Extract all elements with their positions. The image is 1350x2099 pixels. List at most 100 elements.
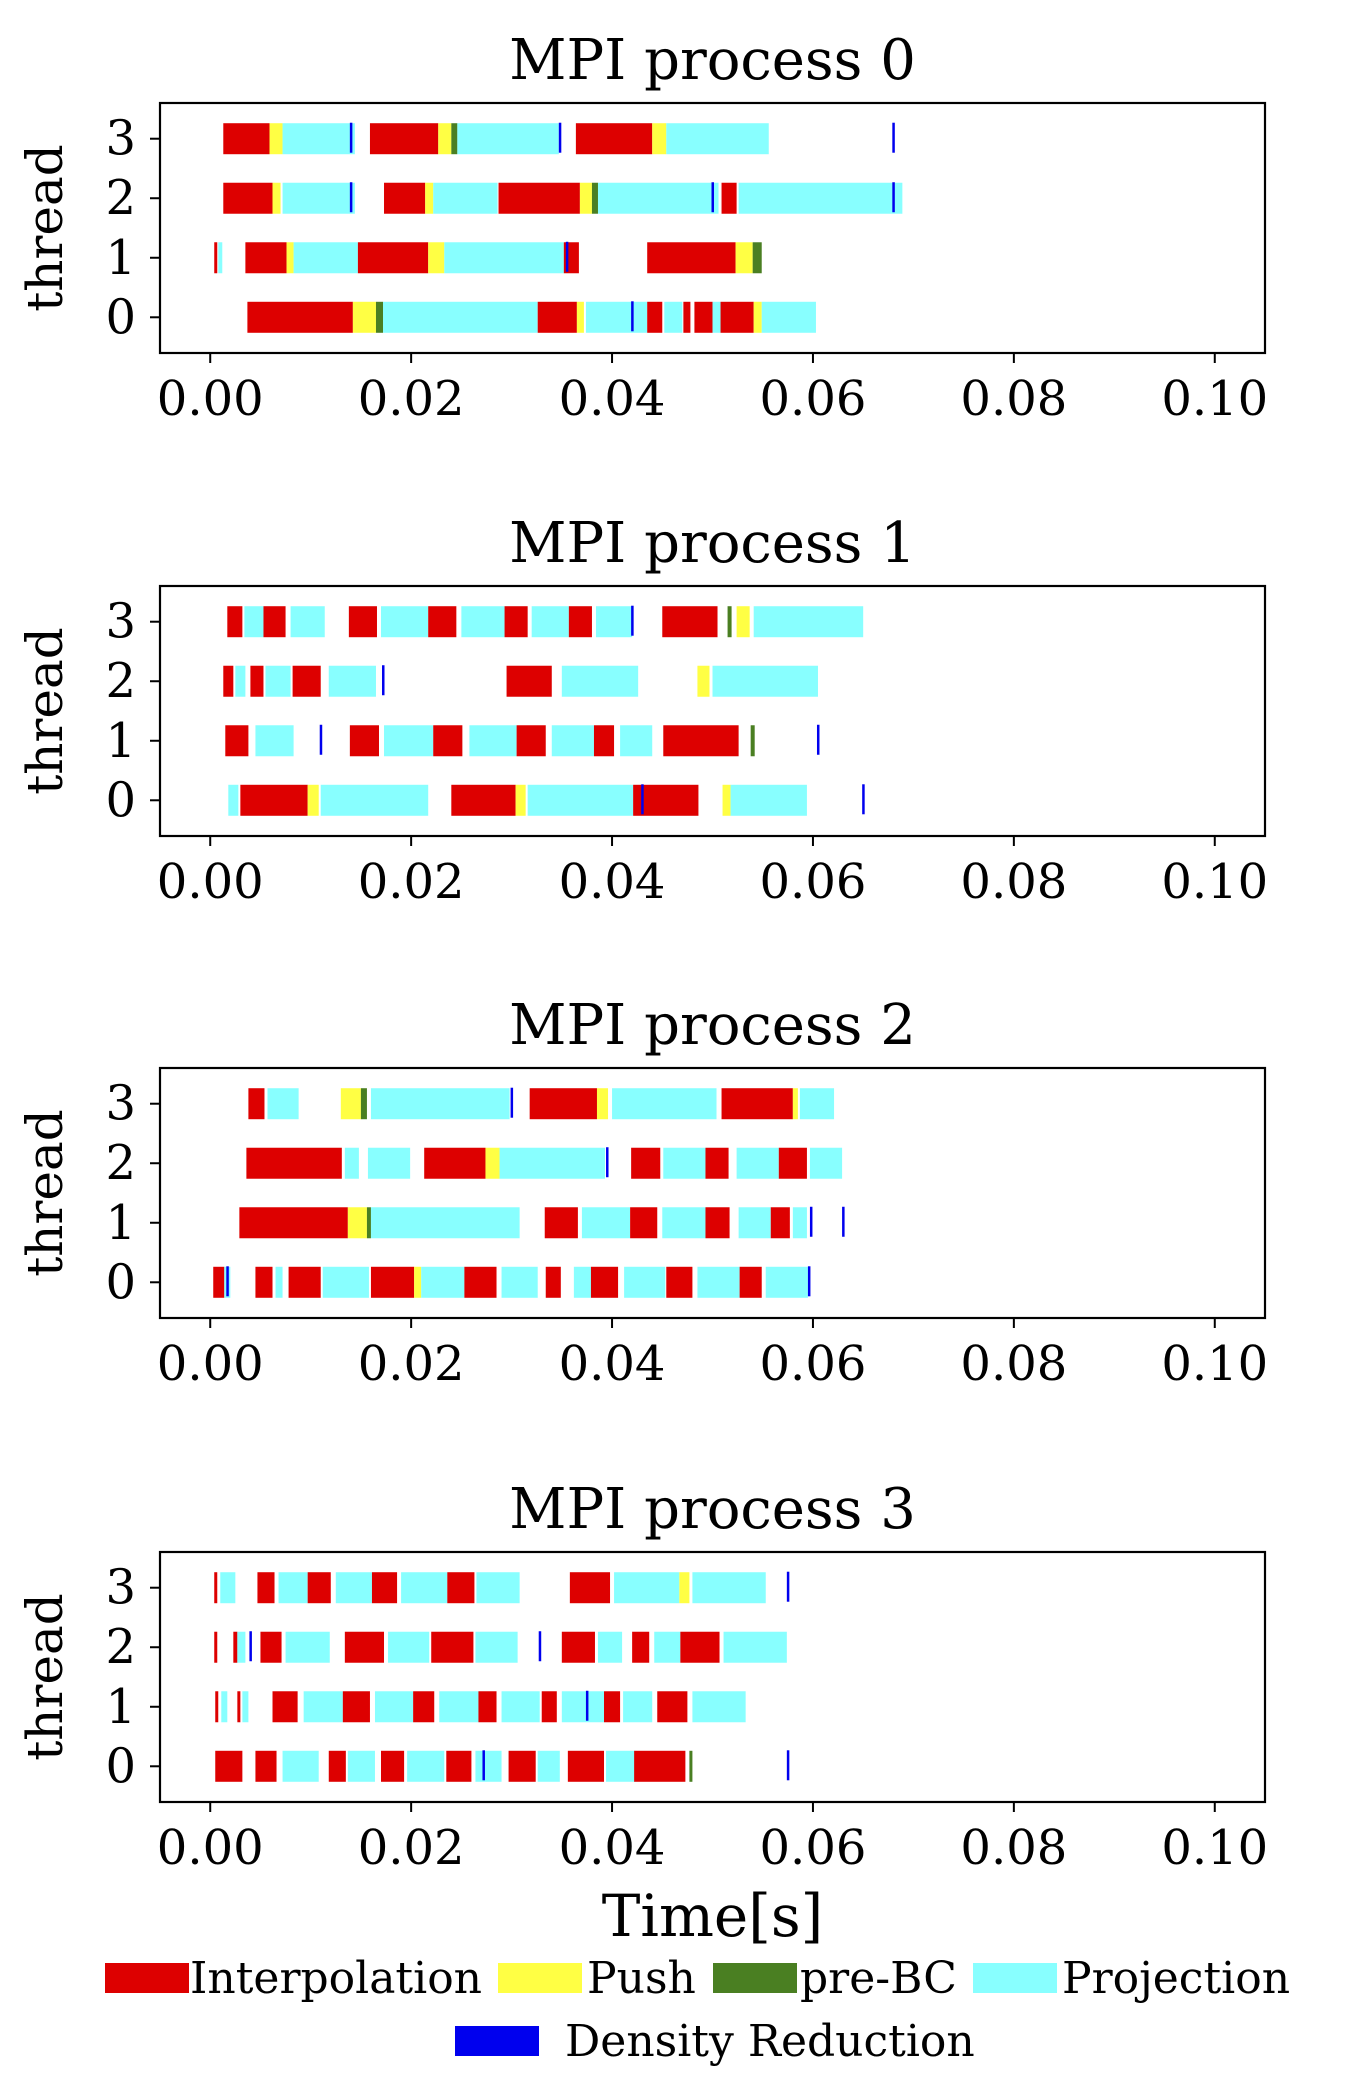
bar-density-reduction (631, 605, 634, 636)
bar-projection (421, 1266, 465, 1298)
bar-projection (275, 1266, 283, 1298)
bar-push (753, 301, 762, 333)
bar-projection (388, 1631, 430, 1663)
bar-density-reduction (558, 122, 562, 153)
bar-interpolation (215, 1691, 219, 1723)
bar-interpolation (705, 1207, 730, 1239)
bar-push (679, 1572, 690, 1604)
bar-push (736, 606, 750, 638)
bar-density-reduction (565, 241, 569, 272)
bar-interpolation (349, 725, 379, 757)
legend-swatch-interpolation (105, 1963, 189, 1993)
bar-pre-bc (360, 1088, 367, 1120)
bar-projection (612, 1088, 717, 1120)
bar-interpolation (680, 1631, 720, 1663)
bar-projection (499, 1147, 606, 1179)
x-tick-label: 0.06 (760, 371, 867, 427)
bar-projection (282, 182, 355, 214)
bar-projection (235, 665, 246, 697)
bar-interpolation (215, 1750, 243, 1782)
y-tick-label: 3 (105, 1560, 136, 1616)
legend-swatch-density-reduction (455, 2026, 539, 2056)
x-tick-label: 0.10 (1161, 1820, 1268, 1876)
bar-pre-bc (689, 1750, 693, 1782)
bar-interpolation (428, 606, 457, 638)
x-tick-label: 0.02 (358, 371, 465, 427)
bar-interpolation (431, 1631, 474, 1663)
bar-density-reduction (510, 1087, 514, 1118)
bar-interpolation (590, 1266, 619, 1298)
plot-frame (158, 1550, 1267, 1804)
bar-interpolation (214, 1631, 218, 1663)
bar-interpolation (647, 242, 736, 274)
bar-projection (501, 1266, 538, 1298)
bar-projection (242, 1691, 249, 1723)
y-tick-label: 2 (105, 653, 136, 709)
y-tick-label: 1 (105, 230, 136, 286)
bar-interpolation (541, 1691, 557, 1723)
bar-push (307, 784, 319, 816)
bar-projection (809, 1147, 843, 1179)
bar-interpolation (451, 784, 516, 816)
bar-interpolation (705, 1147, 729, 1179)
bar-projection (697, 1266, 740, 1298)
bar-interpolation (631, 1147, 661, 1179)
bar-pre-bc (752, 242, 762, 274)
bar-pre-bc (750, 725, 755, 757)
bar-projection (597, 1631, 623, 1663)
bar-projection (662, 1207, 706, 1239)
bar-projection (374, 1691, 414, 1723)
bar-projection (624, 1266, 666, 1298)
bar-projection (736, 1147, 779, 1179)
y-tick-label: 2 (105, 1619, 136, 1675)
x-tick-label: 0.08 (960, 371, 1067, 427)
bar-projection (623, 1691, 653, 1723)
legend-swatch-push (498, 1963, 582, 1993)
panel-title: MPI process 3 (509, 1477, 916, 1542)
bar-interpolation (227, 606, 243, 638)
bar-interpolation (683, 301, 691, 333)
bar-projection (293, 242, 358, 274)
bar-interpolation (446, 1750, 472, 1782)
bar-interpolation (498, 182, 580, 214)
bar-interpolation (344, 1631, 385, 1663)
bar-push (485, 1147, 500, 1179)
bar-interpolation (250, 665, 264, 697)
bar-projection (761, 301, 816, 333)
legend-label: pre-BC (800, 1953, 957, 2004)
bar-projection (444, 242, 564, 274)
bar-push (722, 784, 731, 816)
bar-projection (595, 606, 633, 638)
bar-push (596, 1088, 609, 1120)
bar-projection (303, 1691, 343, 1723)
bar-density-reduction (606, 1147, 609, 1178)
bar-density-reduction (226, 1266, 229, 1297)
x-tick-label: 0.06 (760, 1820, 867, 1876)
bar-push (515, 784, 526, 816)
bar-interpolation (248, 1088, 265, 1120)
y-tick-label: 1 (105, 713, 136, 769)
bar-interpolation (370, 1266, 415, 1298)
bar-projection (738, 1207, 771, 1239)
bar-projection (220, 1572, 236, 1604)
bar-push (697, 665, 710, 697)
bar-density-reduction (786, 1750, 790, 1781)
panel-title: MPI process 1 (509, 511, 916, 576)
bar-projection (581, 1207, 631, 1239)
bar-projection (407, 1750, 445, 1782)
bar-interpolation (348, 606, 377, 638)
bar-interpolation (593, 725, 615, 757)
x-tick-label: 0.04 (559, 1336, 666, 1392)
bar-projection (664, 301, 683, 333)
y-tick-label: 1 (105, 1679, 136, 1735)
bar-projection (383, 301, 538, 333)
bar-push (428, 242, 445, 274)
bar-projection (561, 1691, 605, 1723)
bar-interpolation (632, 1631, 650, 1663)
bar-projection (221, 1691, 228, 1723)
bar-projection (328, 665, 376, 697)
